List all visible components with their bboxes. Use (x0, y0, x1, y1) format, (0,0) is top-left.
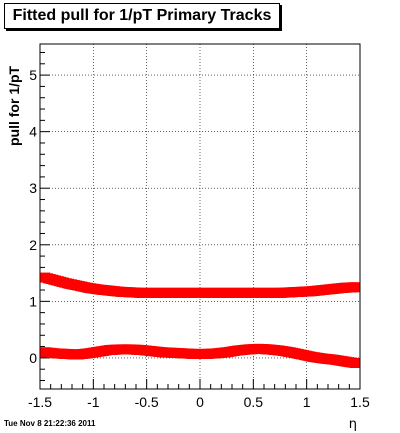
x-tick-label: -0.5 (135, 394, 159, 410)
x-tick-label: 1 (303, 394, 311, 410)
data-point (349, 357, 360, 368)
x-tick-label: 1.5 (350, 394, 370, 410)
data-points (40, 272, 360, 368)
y-axis-label: pull for 1/pT (6, 65, 22, 146)
axis-tick-labels: -1.5 -1 -0.5 0 0.5 1 1.5 0 1 2 3 4 5 (28, 67, 370, 410)
y-tick-label: 2 (29, 237, 37, 253)
y-tick-label: 4 (29, 124, 37, 140)
x-tick-label: -1.5 (28, 394, 52, 410)
chart-title: Fitted pull for 1/pT Primary Tracks (4, 3, 280, 29)
timestamp-footer: Tue Nov 8 21:22:36 2011 (4, 419, 96, 428)
y-tick-label: 1 (29, 293, 37, 309)
data-point (349, 282, 360, 293)
x-tick-label: 0 (196, 394, 204, 410)
y-tick-label: 3 (29, 180, 37, 196)
y-tick-label: 5 (29, 67, 37, 83)
x-tick-label: 0.5 (244, 394, 264, 410)
y-tick-label: 0 (29, 350, 37, 366)
x-tick-label: -1 (87, 394, 100, 410)
grid (40, 44, 360, 389)
x-axis-label: η (349, 417, 357, 432)
